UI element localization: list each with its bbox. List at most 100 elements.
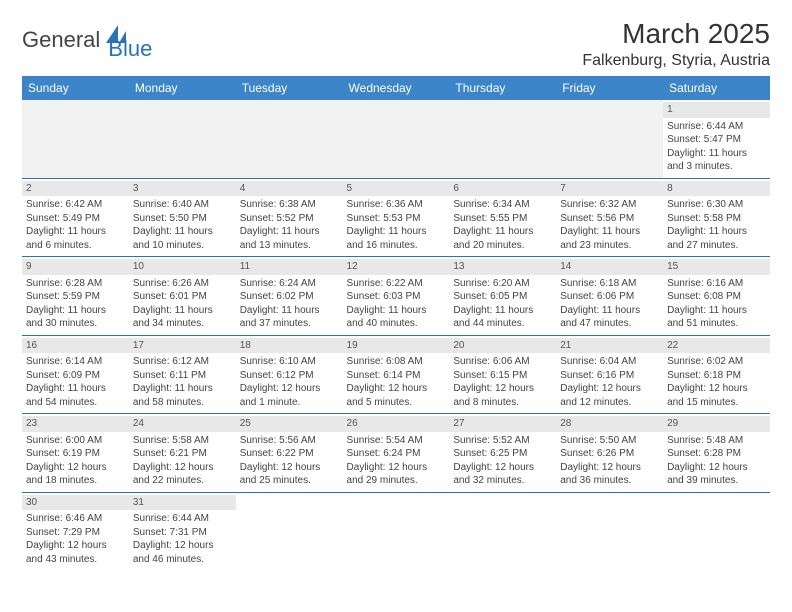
calendar-cell: 15Sunrise: 6:16 AMSunset: 6:08 PMDayligh… xyxy=(663,257,770,336)
daylight-line: Daylight: 11 hours and 13 minutes. xyxy=(240,225,339,252)
calendar-cell xyxy=(236,100,343,178)
dow-sunday: Sunday xyxy=(22,76,129,100)
sunset-line: Sunset: 6:21 PM xyxy=(133,447,232,461)
day-number: 9 xyxy=(22,259,129,275)
calendar-row: 2Sunrise: 6:42 AMSunset: 5:49 PMDaylight… xyxy=(22,178,770,257)
daylight-line: Daylight: 12 hours and 43 minutes. xyxy=(26,539,125,566)
calendar-cell: 5Sunrise: 6:36 AMSunset: 5:53 PMDaylight… xyxy=(343,178,450,257)
daylight-line: Daylight: 12 hours and 8 minutes. xyxy=(453,382,552,409)
sunset-line: Sunset: 6:24 PM xyxy=(347,447,446,461)
dow-saturday: Saturday xyxy=(663,76,770,100)
day-number: 16 xyxy=(22,338,129,354)
header: General Blue March 2025 Falkenburg, Styr… xyxy=(22,18,770,70)
daylight-line: Daylight: 11 hours and 6 minutes. xyxy=(26,225,125,252)
sunset-line: Sunset: 7:29 PM xyxy=(26,526,125,540)
sunrise-line: Sunrise: 6:00 AM xyxy=(26,434,125,448)
sunset-line: Sunset: 5:55 PM xyxy=(453,212,552,226)
day-number: 29 xyxy=(663,416,770,432)
calendar-cell: 13Sunrise: 6:20 AMSunset: 6:05 PMDayligh… xyxy=(449,257,556,336)
calendar-cell: 30Sunrise: 6:46 AMSunset: 7:29 PMDayligh… xyxy=(22,492,129,570)
daylight-line: Daylight: 12 hours and 29 minutes. xyxy=(347,461,446,488)
day-number: 27 xyxy=(449,416,556,432)
sunrise-line: Sunrise: 6:30 AM xyxy=(667,198,766,212)
sunrise-line: Sunrise: 6:14 AM xyxy=(26,355,125,369)
day-number: 5 xyxy=(343,181,450,197)
day-number: 4 xyxy=(236,181,343,197)
sunrise-line: Sunrise: 6:42 AM xyxy=(26,198,125,212)
daylight-line: Daylight: 12 hours and 12 minutes. xyxy=(560,382,659,409)
sunrise-line: Sunrise: 6:08 AM xyxy=(347,355,446,369)
calendar-cell xyxy=(236,492,343,570)
day-number: 2 xyxy=(22,181,129,197)
day-number: 15 xyxy=(663,259,770,275)
dow-header-row: Sunday Monday Tuesday Wednesday Thursday… xyxy=(22,76,770,100)
sunset-line: Sunset: 6:18 PM xyxy=(667,369,766,383)
day-number: 10 xyxy=(129,259,236,275)
day-number: 18 xyxy=(236,338,343,354)
sunset-line: Sunset: 6:12 PM xyxy=(240,369,339,383)
day-number: 24 xyxy=(129,416,236,432)
day-number: 7 xyxy=(556,181,663,197)
calendar-cell: 26Sunrise: 5:54 AMSunset: 6:24 PMDayligh… xyxy=(343,414,450,493)
calendar-cell: 8Sunrise: 6:30 AMSunset: 5:58 PMDaylight… xyxy=(663,178,770,257)
sunset-line: Sunset: 5:56 PM xyxy=(560,212,659,226)
sunset-line: Sunset: 6:26 PM xyxy=(560,447,659,461)
sunrise-line: Sunrise: 5:52 AM xyxy=(453,434,552,448)
daylight-line: Daylight: 11 hours and 10 minutes. xyxy=(133,225,232,252)
day-number: 19 xyxy=(343,338,450,354)
sunset-line: Sunset: 6:19 PM xyxy=(26,447,125,461)
calendar-cell: 21Sunrise: 6:04 AMSunset: 6:16 PMDayligh… xyxy=(556,335,663,414)
daylight-line: Daylight: 12 hours and 15 minutes. xyxy=(667,382,766,409)
sunset-line: Sunset: 6:03 PM xyxy=(347,290,446,304)
day-number: 13 xyxy=(449,259,556,275)
daylight-line: Daylight: 11 hours and 30 minutes. xyxy=(26,304,125,331)
day-number: 12 xyxy=(343,259,450,275)
sunrise-line: Sunrise: 6:34 AM xyxy=(453,198,552,212)
calendar-cell: 14Sunrise: 6:18 AMSunset: 6:06 PMDayligh… xyxy=(556,257,663,336)
sunset-line: Sunset: 5:50 PM xyxy=(133,212,232,226)
day-number: 14 xyxy=(556,259,663,275)
calendar-cell xyxy=(556,100,663,178)
calendar-cell: 23Sunrise: 6:00 AMSunset: 6:19 PMDayligh… xyxy=(22,414,129,493)
calendar-row: 9Sunrise: 6:28 AMSunset: 5:59 PMDaylight… xyxy=(22,257,770,336)
sunrise-line: Sunrise: 5:54 AM xyxy=(347,434,446,448)
sunset-line: Sunset: 6:14 PM xyxy=(347,369,446,383)
calendar-cell: 20Sunrise: 6:06 AMSunset: 6:15 PMDayligh… xyxy=(449,335,556,414)
dow-wednesday: Wednesday xyxy=(343,76,450,100)
sunrise-line: Sunrise: 5:48 AM xyxy=(667,434,766,448)
sunset-line: Sunset: 6:01 PM xyxy=(133,290,232,304)
logo-text-blue: Blue xyxy=(108,36,152,62)
sunrise-line: Sunrise: 6:40 AM xyxy=(133,198,232,212)
daylight-line: Daylight: 12 hours and 39 minutes. xyxy=(667,461,766,488)
calendar-cell: 10Sunrise: 6:26 AMSunset: 6:01 PMDayligh… xyxy=(129,257,236,336)
day-number: 25 xyxy=(236,416,343,432)
calendar-cell: 29Sunrise: 5:48 AMSunset: 6:28 PMDayligh… xyxy=(663,414,770,493)
calendar-cell: 4Sunrise: 6:38 AMSunset: 5:52 PMDaylight… xyxy=(236,178,343,257)
calendar-cell xyxy=(663,492,770,570)
day-number: 11 xyxy=(236,259,343,275)
daylight-line: Daylight: 11 hours and 44 minutes. xyxy=(453,304,552,331)
calendar-cell: 7Sunrise: 6:32 AMSunset: 5:56 PMDaylight… xyxy=(556,178,663,257)
sunrise-line: Sunrise: 6:12 AM xyxy=(133,355,232,369)
daylight-line: Daylight: 11 hours and 23 minutes. xyxy=(560,225,659,252)
sunset-line: Sunset: 5:49 PM xyxy=(26,212,125,226)
calendar-body: 1Sunrise: 6:44 AMSunset: 5:47 PMDaylight… xyxy=(22,100,770,570)
location-title: Falkenburg, Styria, Austria xyxy=(582,52,770,70)
calendar-cell: 24Sunrise: 5:58 AMSunset: 6:21 PMDayligh… xyxy=(129,414,236,493)
sunset-line: Sunset: 6:11 PM xyxy=(133,369,232,383)
daylight-line: Daylight: 12 hours and 36 minutes. xyxy=(560,461,659,488)
daylight-line: Daylight: 11 hours and 34 minutes. xyxy=(133,304,232,331)
dow-friday: Friday xyxy=(556,76,663,100)
sunrise-line: Sunrise: 6:44 AM xyxy=(133,512,232,526)
day-number: 8 xyxy=(663,181,770,197)
calendar-cell xyxy=(449,100,556,178)
dow-tuesday: Tuesday xyxy=(236,76,343,100)
daylight-line: Daylight: 12 hours and 25 minutes. xyxy=(240,461,339,488)
calendar-cell: 3Sunrise: 6:40 AMSunset: 5:50 PMDaylight… xyxy=(129,178,236,257)
day-number: 23 xyxy=(22,416,129,432)
daylight-line: Daylight: 11 hours and 37 minutes. xyxy=(240,304,339,331)
sunrise-line: Sunrise: 6:04 AM xyxy=(560,355,659,369)
sunset-line: Sunset: 5:52 PM xyxy=(240,212,339,226)
sunset-line: Sunset: 6:09 PM xyxy=(26,369,125,383)
sunrise-line: Sunrise: 6:32 AM xyxy=(560,198,659,212)
